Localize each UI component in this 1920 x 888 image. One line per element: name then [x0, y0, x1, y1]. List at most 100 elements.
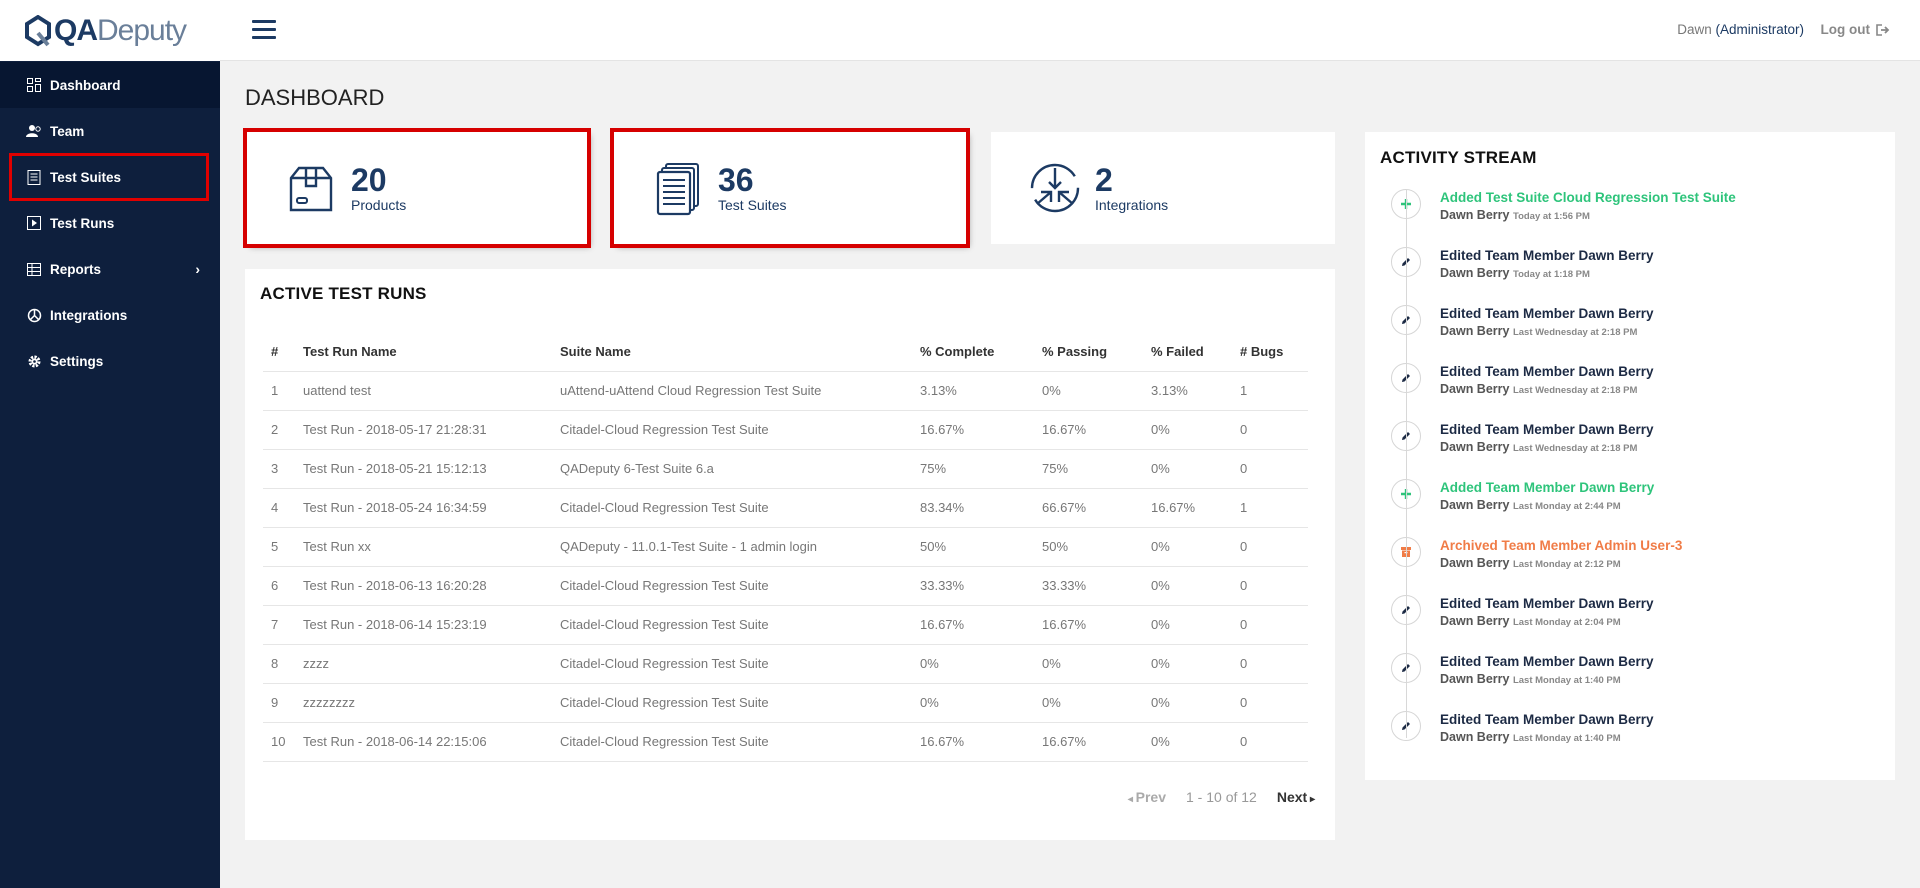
activity-meta: Dawn Berry Today at 1:18 PM: [1440, 266, 1590, 280]
table-row[interactable]: 10 Test Run - 2018-06-14 22:15:06 Citadel-…: [263, 722, 1308, 762]
activity-item[interactable]: Edited Team Member Dawn Berry Dawn Berry …: [1365, 647, 1895, 705]
table-cell: zzzz: [295, 644, 552, 684]
documents-icon: [656, 163, 699, 216]
activity-title[interactable]: Edited Team Member Dawn Berry: [1440, 306, 1654, 321]
stat-value: 36: [718, 162, 754, 198]
stat-card-test-suites[interactable]: 36 Test Suites: [610, 128, 970, 248]
column-header[interactable]: % Complete: [912, 333, 1034, 372]
activity-title[interactable]: Edited Team Member Dawn Berry: [1440, 422, 1654, 437]
test-suites-icon: [26, 169, 42, 185]
table-row[interactable]: 7 Test Run - 2018-06-14 15:23:19 Citadel-C…: [263, 605, 1308, 645]
activity-title[interactable]: Edited Team Member Dawn Berry: [1440, 364, 1654, 379]
sidebar-item-test-runs[interactable]: Test Runs: [0, 200, 220, 246]
table-cell: 16.67%: [1143, 488, 1232, 528]
activity-time: Last Monday at 1:40 PM: [1512, 733, 1621, 744]
table-cell: 33.33%: [1034, 566, 1143, 606]
stat-card-integrations[interactable]: 2 Integrations: [991, 132, 1335, 244]
activity-item[interactable]: Edited Team Member Dawn Berry Dawn Berry …: [1365, 415, 1895, 473]
table-cell: 16.67%: [912, 722, 1034, 762]
table-cell: uattend test: [295, 371, 552, 411]
activity-time: Last Wednesday at 2:18 PM: [1512, 443, 1638, 454]
logout-button[interactable]: Log out: [1821, 22, 1890, 37]
table-cell: Citadel-Cloud Regression Test Suite: [552, 644, 912, 684]
table-cell: QADeputy - 11.0.1-Test Suite - 1 admin l…: [552, 527, 912, 567]
table-cell: 4: [263, 488, 295, 528]
section-title: ACTIVE TEST RUNS: [260, 284, 427, 303]
activity-time: Last Wednesday at 2:18 PM: [1512, 385, 1638, 396]
sidebar-item-team[interactable]: Team: [0, 108, 220, 154]
column-header[interactable]: # Bugs: [1232, 333, 1308, 372]
integrations-icon: [1030, 163, 1080, 213]
table-row[interactable]: 6 Test Run - 2018-06-13 16:20:28 Citadel-C…: [263, 566, 1308, 606]
stat-card-products[interactable]: 20 Products: [243, 128, 591, 248]
chevron-right-icon: ›: [195, 261, 200, 277]
table-cell: 50%: [1034, 527, 1143, 567]
table-cell: Test Run - 2018-05-17 21:28:31: [295, 410, 552, 450]
table-row[interactable]: 1 uattend test uAttend-uAttend Cloud Regre…: [263, 371, 1308, 411]
activity-item[interactable]: Archived Team Member Admin User-3 Dawn Be…: [1365, 531, 1895, 589]
column-header[interactable]: % Passing: [1034, 333, 1143, 372]
sidebar-item-reports[interactable]: Reports ›: [0, 246, 220, 292]
prev-page-button[interactable]: ◂ Prev: [1127, 789, 1166, 805]
table-cell: 0: [1232, 683, 1308, 723]
table-row[interactable]: 4 Test Run - 2018-05-24 16:34:59 Citadel-C…: [263, 488, 1308, 528]
table-row[interactable]: 8 zzzz Citadel-Cloud Regression Test Suite…: [263, 644, 1308, 684]
table-cell: Test Run - 2018-06-13 16:20:28: [295, 566, 552, 606]
table-cell: 0%: [1143, 644, 1232, 684]
activity-title[interactable]: Archived Team Member Admin User-3: [1440, 538, 1683, 553]
activity-item[interactable]: Edited Team Member Dawn Berry Dawn Berry …: [1365, 299, 1895, 357]
activity-item[interactable]: Added Test Suite Cloud Regression Test S…: [1365, 183, 1895, 241]
activity-item[interactable]: Edited Team Member Dawn Berry Dawn Berry …: [1365, 705, 1895, 763]
activity-title[interactable]: Edited Team Member Dawn Berry: [1440, 712, 1654, 727]
table-cell: Citadel-Cloud Regression Test Suite: [552, 683, 912, 723]
sidebar-item-settings[interactable]: Settings: [0, 338, 220, 384]
table-cell: 0%: [1034, 683, 1143, 723]
table-cell: 0: [1232, 722, 1308, 762]
logo[interactable]: QADeputy: [0, 0, 220, 61]
activity-item[interactable]: Edited Team Member Dawn Berry Dawn Berry …: [1365, 357, 1895, 415]
activity-title[interactable]: Added Test Suite Cloud Regression Test S…: [1440, 190, 1736, 205]
table-cell: QADeputy 6-Test Suite 6.a: [552, 449, 912, 489]
activity-time: Last Monday at 2:44 PM: [1512, 501, 1621, 512]
activity-item[interactable]: Edited Team Member Dawn Berry Dawn Berry …: [1365, 589, 1895, 647]
column-header[interactable]: % Failed: [1143, 333, 1232, 372]
sidebar-item-integrations[interactable]: Integrations: [0, 292, 220, 338]
table-row[interactable]: 9 zzzzzzzz Citadel-Cloud Regression Test S…: [263, 683, 1308, 723]
table-cell: 0: [1232, 566, 1308, 606]
activity-meta: Dawn Berry Last Monday at 2:12 PM: [1440, 556, 1621, 570]
table-cell: 50%: [912, 527, 1034, 567]
next-page-button[interactable]: Next ▸: [1276, 789, 1315, 805]
activity-user: Dawn Berry: [1440, 440, 1510, 454]
activity-title[interactable]: Edited Team Member Dawn Berry: [1440, 248, 1654, 263]
box-icon: [289, 166, 333, 212]
activity-item[interactable]: Edited Team Member Dawn Berry Dawn Berry …: [1365, 241, 1895, 299]
column-header[interactable]: Suite Name: [552, 333, 912, 372]
sidebar-item-dashboard[interactable]: Dashboard: [0, 62, 220, 108]
integrations-icon: [26, 307, 42, 323]
table-cell: 1: [1232, 488, 1308, 528]
activity-item[interactable]: Added Team Member Dawn Berry Dawn Berry L…: [1365, 473, 1895, 531]
table-row[interactable]: 3 Test Run - 2018-05-21 15:12:13 QADeputy …: [263, 449, 1308, 489]
activity-meta: Dawn Berry Last Monday at 1:40 PM: [1440, 730, 1621, 744]
activity-user: Dawn Berry: [1440, 208, 1510, 222]
table-row[interactable]: 5 Test Run xx QADeputy - 11.0.1-Test Suite…: [263, 527, 1308, 567]
sidebar-item-label: Test Runs: [50, 215, 115, 231]
activity-stream-panel: ACTIVITY STREAM Added Test Suite Cloud R…: [1365, 132, 1895, 780]
table-cell: 16.67%: [1034, 722, 1143, 762]
activity-user: Dawn Berry: [1440, 324, 1510, 338]
activity-user: Dawn Berry: [1440, 614, 1510, 628]
activity-title[interactable]: Added Team Member Dawn Berry: [1440, 480, 1655, 495]
activity-title[interactable]: Edited Team Member Dawn Berry: [1440, 654, 1654, 669]
page-info: 1 - 10 of 12: [1186, 789, 1257, 805]
table-cell: Citadel-Cloud Regression Test Suite: [552, 488, 912, 528]
column-header[interactable]: Test Run Name: [295, 333, 552, 372]
column-header[interactable]: #: [263, 333, 295, 372]
table-cell: Test Run - 2018-06-14 15:23:19: [295, 605, 552, 645]
table-row[interactable]: 2 Test Run - 2018-05-17 21:28:31 Citadel-C…: [263, 410, 1308, 450]
test-runs-table: # Test Run Name Suite Name % Complete % …: [263, 333, 1308, 762]
activity-title[interactable]: Edited Team Member Dawn Berry: [1440, 596, 1654, 611]
menu-toggle-icon[interactable]: [252, 20, 276, 40]
top-bar: Dawn (Administrator) Log out: [220, 0, 1920, 61]
dashboard-icon: [26, 77, 42, 93]
sidebar-item-test-suites[interactable]: Test Suites: [9, 153, 209, 201]
